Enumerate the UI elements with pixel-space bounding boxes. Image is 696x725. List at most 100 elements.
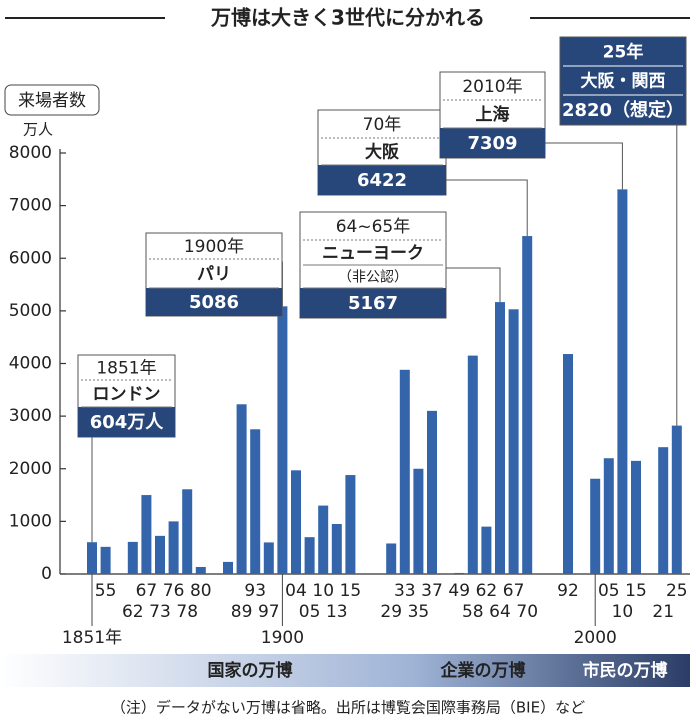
y-tick-label: 6000 — [9, 248, 52, 268]
x-tick-label: 92 — [557, 581, 579, 601]
x-tick-label: 2000 — [574, 628, 617, 648]
bar — [318, 505, 329, 574]
era-label: 国家の万博 — [208, 660, 293, 681]
x-tick-label: 33 — [394, 581, 416, 601]
bar — [671, 425, 682, 574]
callout-value-bg — [318, 165, 446, 195]
bar — [223, 561, 233, 574]
bar — [100, 546, 111, 574]
bar — [141, 495, 152, 574]
callout-text: ニューヨーク — [322, 244, 424, 264]
note: （注）データがない万博は省略。出所は博覧会国際事務局（BIE）など — [111, 699, 585, 717]
bar — [291, 470, 301, 574]
callout-text: ロンドン — [93, 385, 161, 405]
x-tick-label: 05 — [598, 581, 620, 601]
bar — [195, 567, 206, 574]
callout-text: 大阪 — [365, 142, 399, 163]
bar — [399, 369, 410, 574]
y-tick-label: 3000 — [9, 406, 52, 426]
x-tick-label: 10 — [612, 602, 634, 622]
bar — [522, 236, 533, 575]
x-tick-label: 05 — [299, 602, 321, 622]
x-tick-label: 1851年 — [62, 628, 122, 648]
leader-line — [446, 267, 501, 303]
x-tick-label: 70 — [516, 602, 538, 622]
x-tick-label: 25 — [666, 581, 688, 601]
y-tick-label: 8000 — [9, 143, 52, 163]
bar — [631, 460, 641, 574]
bar — [467, 355, 478, 574]
callout-text: パリ — [197, 265, 231, 285]
x-tick-label: 89 — [231, 602, 253, 622]
callout-text: 64~65年 — [336, 217, 411, 237]
callout-text: 25年 — [603, 42, 644, 63]
y-tick-label: 5000 — [9, 301, 52, 321]
bar — [250, 429, 261, 574]
bar — [603, 458, 614, 574]
callout-text: 大阪・関西 — [581, 71, 666, 92]
callout-text: 70年 — [363, 115, 402, 135]
bar — [345, 475, 356, 574]
era-label: 市民の万博 — [583, 660, 668, 681]
callout-value: 5086 — [189, 292, 239, 313]
callout-text: 1851年 — [96, 359, 156, 379]
x-tick-label: 13 — [326, 602, 348, 622]
era-band — [0, 654, 690, 687]
y-tick-label: 1000 — [9, 511, 52, 531]
y-label-box — [4, 84, 100, 116]
x-tick-label: 62 — [122, 602, 144, 622]
x-tick-label: 10 — [312, 581, 334, 601]
x-tick-label: 67 — [136, 581, 158, 601]
x-tick-label: 29 — [380, 602, 402, 622]
bar — [427, 410, 437, 574]
bar — [590, 478, 601, 574]
x-tick-label: 67 — [503, 581, 525, 601]
callout-value-bg — [146, 288, 282, 316]
x-tick-label: 21 — [652, 602, 674, 622]
callout-text: （非公認） — [338, 270, 408, 286]
callout-text: 2010年 — [462, 77, 522, 97]
bar — [127, 541, 138, 574]
x-tick-label: 37 — [421, 581, 443, 601]
bar — [495, 302, 505, 574]
era-label: 企業の万博 — [440, 660, 526, 681]
x-tick-label: 35 — [408, 602, 430, 622]
bar — [331, 524, 342, 574]
x-tick-label: 64 — [489, 602, 511, 622]
x-tick-label: 49 — [448, 581, 470, 601]
y-tick-label: 2000 — [9, 459, 52, 479]
x-tick-label: 97 — [258, 602, 280, 622]
bar — [155, 535, 165, 574]
chart-title: 万博は大きく3世代に分かれる — [210, 6, 485, 30]
y-axis-label: 来場者数 — [18, 91, 86, 111]
callout-text: 1900年 — [184, 237, 244, 257]
bar — [304, 537, 315, 574]
x-tick-label: 93 — [244, 581, 266, 601]
callout-value-bg — [300, 288, 446, 318]
y-tick-label: 7000 — [9, 196, 52, 216]
bar — [481, 526, 492, 574]
bar — [263, 542, 274, 574]
x-tick-label: 15 — [625, 581, 647, 601]
x-tick-label: 78 — [176, 602, 198, 622]
callout-box — [559, 36, 687, 126]
callout-value: 2820（想定） — [562, 99, 684, 121]
bar — [182, 489, 193, 574]
bar — [413, 468, 424, 574]
bar — [563, 354, 573, 574]
x-tick-label: 58 — [462, 602, 484, 622]
y-tick-label: 0 — [41, 564, 52, 584]
x-tick-label: 1900 — [261, 628, 304, 648]
x-tick-label: 76 — [163, 581, 185, 601]
bar — [454, 572, 465, 574]
callout-text: 上海 — [476, 104, 510, 125]
bar — [168, 521, 179, 574]
bar — [277, 306, 288, 574]
bar — [508, 309, 519, 574]
leader-line — [446, 179, 528, 237]
callout-value: 5167 — [348, 293, 398, 314]
bar — [87, 542, 97, 574]
callout-value: 6422 — [357, 170, 407, 191]
x-tick-label: 55 — [95, 581, 117, 601]
